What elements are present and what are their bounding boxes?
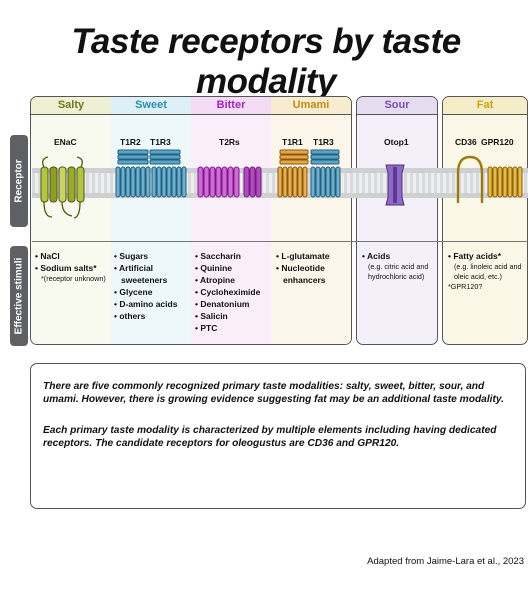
list-item: • Glycene [114, 287, 153, 297]
main-modality-panel: Salty Sweet Bitter Umami [30, 96, 352, 345]
page-title: Taste receptors by taste modality [71, 22, 461, 101]
sour-panel: Sour [356, 96, 438, 345]
list-item: • Salicin [195, 311, 228, 321]
fat-panel: Fat [442, 96, 528, 345]
salty-header: Salty [31, 97, 112, 115]
salty-stimuli: • NaCl • Sodium salts* *(receptor unknow… [35, 250, 106, 284]
receptor-label-t1r3-umami: T1R3 [313, 137, 334, 147]
t1r2-t1r3-receptor-icon [115, 149, 187, 198]
bitter-stimuli: • Saccharin • Quinine • Atropine • Cyclo… [195, 250, 260, 334]
receptor-label-enac: ENaC [54, 137, 77, 147]
sour-header: Sour [357, 97, 437, 115]
list-item: • Quinine [195, 263, 232, 273]
stimuli-side-label: Effective stimuli [10, 246, 28, 346]
receptor-label-t1r1: T1R1 [282, 137, 303, 147]
list-item: • Fatty acids* [448, 251, 502, 261]
receptor-label-t1r3-sweet: T1R3 [150, 137, 171, 147]
list-item: • L-glutamate [276, 251, 330, 261]
info-paragraph-1: There are five commonly recognized prima… [43, 381, 505, 405]
list-item: • Saccharin [195, 251, 241, 261]
sour-note: (e.g. citric acid and hydrochloric acid) [368, 262, 429, 281]
list-item: • Artificial sweeteners [114, 263, 168, 285]
list-item: • Denatonium [195, 299, 250, 309]
list-item: • Sodium salts* [35, 263, 97, 273]
receptor-label-otop1: Otop1 [384, 137, 409, 147]
receptor-diagrams [40, 149, 523, 219]
umami-header: Umami [271, 97, 351, 115]
source-credit: Adapted from Jaime-Lara et al., 2023 [367, 556, 524, 567]
fat-note: (e.g. linoleic acid and oleic acid, etc.… [454, 262, 522, 281]
list-item: • D-amino acids [114, 299, 178, 309]
list-item: • Atropine [195, 275, 235, 285]
list-item: • others [114, 311, 146, 321]
salty-note: *(receptor unknown) [41, 274, 106, 283]
fat-note-2: *GPR120? [448, 282, 483, 291]
umami-stimuli: • L-glutamate • Nucleotide enhancers [276, 250, 348, 286]
t2rs-receptor-icon [197, 166, 262, 198]
bitter-header: Bitter [191, 97, 272, 115]
list-item: • PTC [195, 323, 218, 333]
panel-divider [32, 241, 528, 242]
receptor-side-label: Receptor [10, 135, 28, 227]
list-item: • Nucleotide enhancers [276, 263, 326, 285]
info-box: There are five commonly recognized prima… [30, 363, 526, 509]
sweet-header: Sweet [111, 97, 192, 115]
receptor-label-cd36: CD36 [455, 137, 477, 147]
receptor-label-t2rs: T2Rs [219, 137, 240, 147]
info-paragraph-2: Each primary taste modality is character… [43, 425, 497, 449]
otop1-channel-icon [385, 164, 405, 206]
list-item: • Sugars [114, 251, 149, 261]
list-item: • Acids [362, 251, 391, 261]
list-item: • NaCl [35, 251, 60, 261]
sweet-stimuli: • Sugars • Artificial sweeteners • Glyce… [114, 250, 190, 322]
cd36-gpr120-receptor-icon [456, 155, 523, 203]
enac-channel-icon [40, 156, 85, 219]
sour-stimuli: • Acids (e.g. citric acid and hydrochlor… [362, 250, 434, 282]
receptor-label-t1r2: T1R2 [120, 137, 141, 147]
t1r1-t1r3-receptor-icon [277, 149, 341, 198]
list-item: • Cycloheximide [195, 287, 261, 297]
fat-header: Fat [443, 97, 527, 115]
fat-stimuli: • Fatty acids* (e.g. linoleic acid and o… [448, 250, 524, 292]
receptor-label-gpr120: GPR120 [481, 137, 514, 147]
